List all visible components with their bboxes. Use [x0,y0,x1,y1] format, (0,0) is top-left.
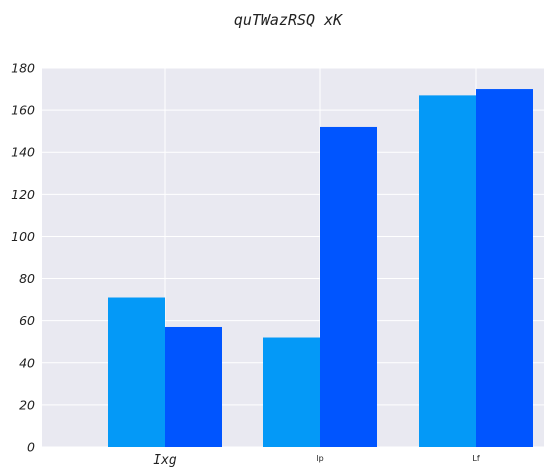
chart-title: quTWazRSQ xK [234,11,343,29]
x-axis: Ixg lp Lf [153,453,480,468]
y-tick-label: 80 [19,271,35,286]
x-tick-label: lp [316,454,323,463]
y-tick-label: 140 [11,145,35,160]
bar-series1-lp [263,337,320,447]
x-tick-label: Lf [472,454,479,463]
bar-series2-ixg [165,326,222,447]
bar-series1-lf [419,95,476,447]
y-tick-label: 60 [19,313,35,328]
y-tick-label: 100 [11,229,35,244]
bars [108,89,533,448]
y-tick-label: 40 [19,355,35,370]
x-tick-label: Ixg [153,453,177,468]
bar-series2-lp [320,126,377,447]
y-tick-label: 0 [27,440,35,455]
bar-series1-ixg [108,297,165,447]
y-tick-label: 120 [11,187,35,202]
y-axis: 0 20 40 60 80 100 120 140 160 180 [11,61,35,455]
y-tick-label: 160 [11,103,35,118]
bar-series2-lf [476,89,533,448]
y-tick-label: 180 [11,61,35,76]
y-tick-label: 20 [19,397,35,412]
